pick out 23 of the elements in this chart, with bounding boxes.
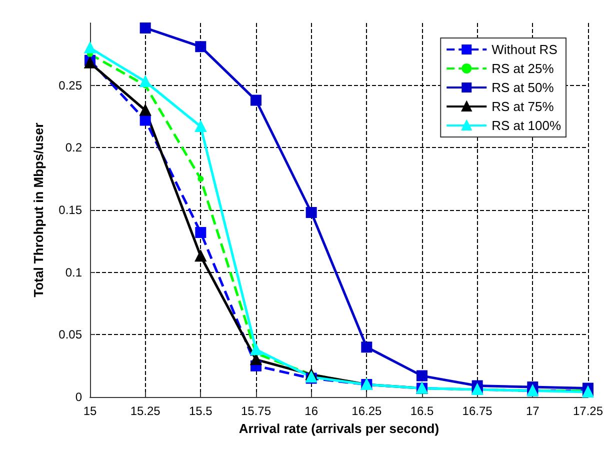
y-tick-label: 0.05 [58, 328, 82, 342]
x-tick-label: 15 [83, 404, 97, 418]
y-tick-label: 0.15 [58, 203, 82, 217]
y-tick-label: 0.1 [65, 265, 82, 280]
legend-label: RS at 75% [492, 99, 554, 114]
y-tick-label: 0.25 [58, 78, 82, 92]
x-tick-label: 17.25 [572, 404, 604, 418]
x-tick-label: 15.75 [240, 404, 272, 418]
y-tick-label: 0 [75, 390, 82, 404]
legend-label: RS at 100% [492, 118, 562, 133]
x-axis-title: Arrival rate (arrivals per second) [238, 420, 440, 436]
x-tick-label: 15.25 [130, 404, 161, 418]
legend-label: RS at 25% [492, 61, 554, 76]
legend-label: Without RS [492, 42, 558, 57]
x-tick-label: 16 [304, 404, 318, 418]
x-tick-label: 16.75 [462, 404, 493, 418]
x-tick-label: 15.5 [188, 404, 213, 418]
x-tick-label: 16.25 [352, 404, 382, 418]
x-tick-label: 16.5 [410, 404, 434, 418]
y-tick-label: 0.2 [65, 140, 82, 155]
y-axis-title: Total Throhput in Mbps/user [31, 122, 46, 298]
legend-label: RS at 50% [492, 80, 554, 95]
x-tick-label: 17 [526, 404, 540, 418]
